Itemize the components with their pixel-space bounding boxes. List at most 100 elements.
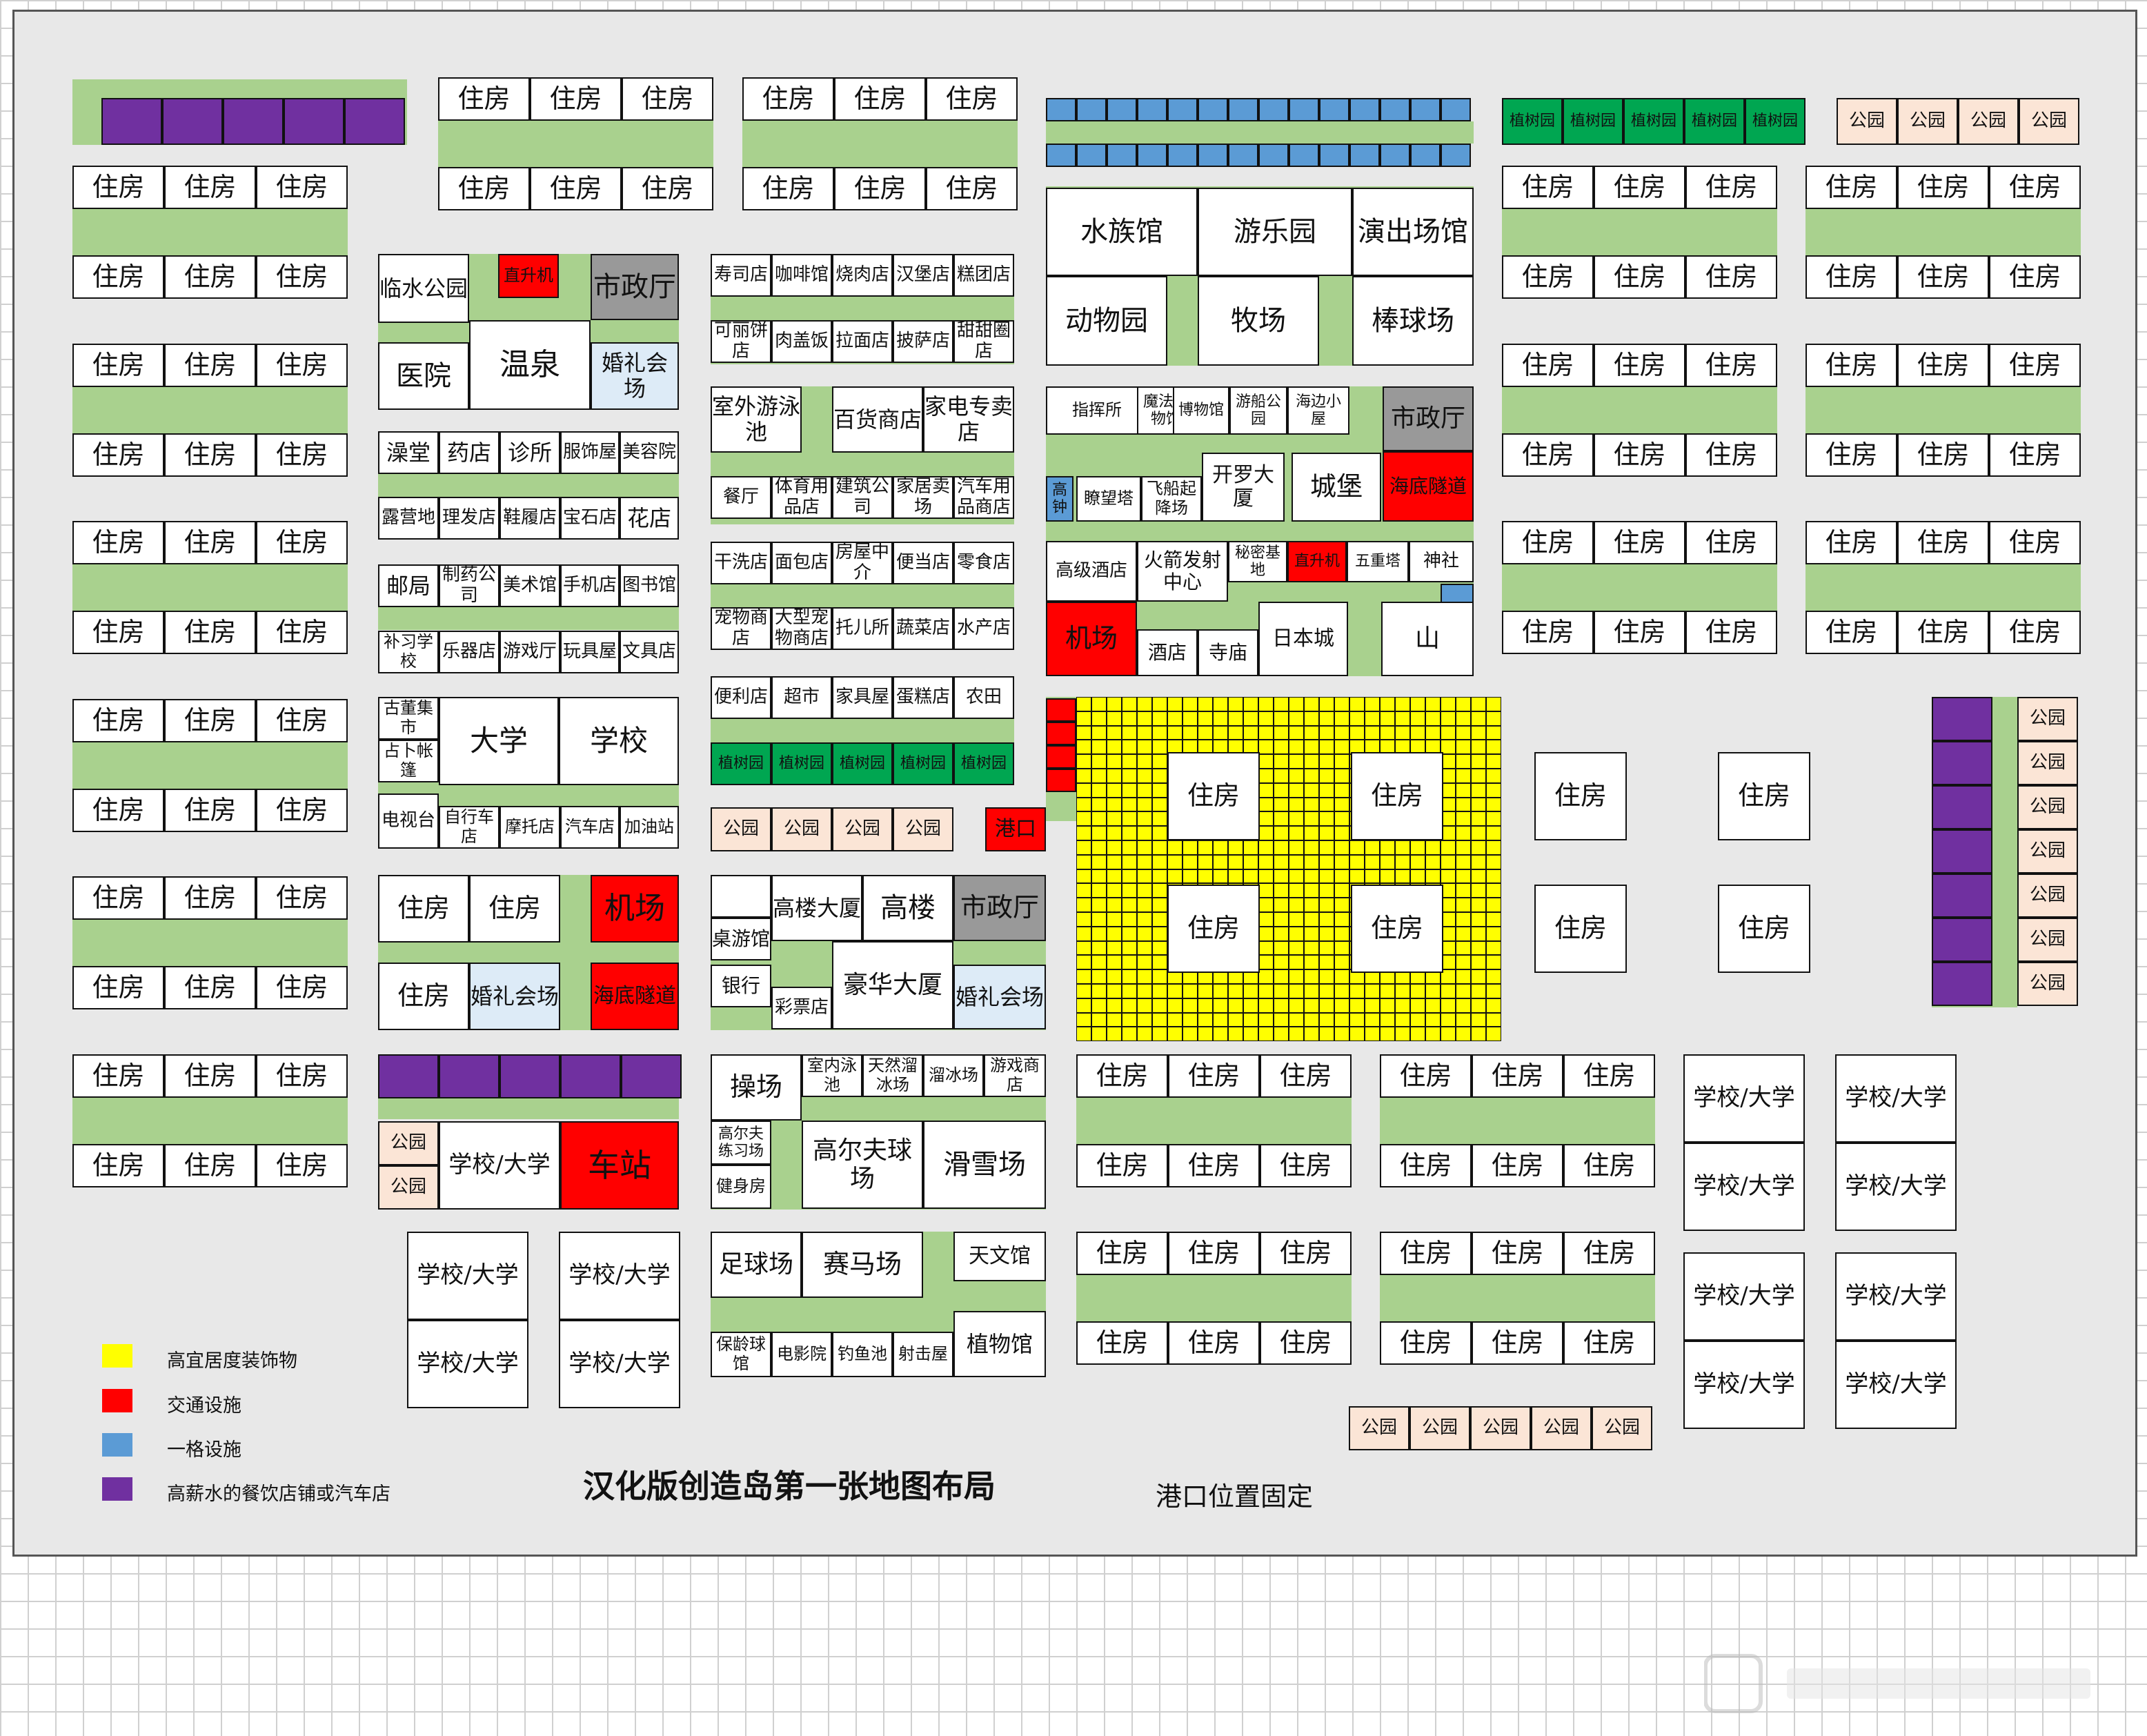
shop[interactable]: 糕团店: [953, 254, 1014, 297]
airport[interactable]: 机场: [591, 875, 679, 943]
department-store[interactable]: 百货商店: [832, 386, 923, 453]
single-facility[interactable]: [1076, 98, 1107, 121]
house[interactable]: 住房: [834, 77, 926, 121]
house[interactable]: 住房: [256, 344, 348, 387]
park[interactable]: 公园: [1470, 1406, 1531, 1450]
shop[interactable]: 拉面店: [832, 320, 893, 363]
house[interactable]: 住房: [72, 1144, 164, 1187]
castle[interactable]: 城堡: [1292, 453, 1381, 522]
house[interactable]: 住房: [1989, 433, 2081, 477]
house[interactable]: 住房: [1989, 166, 2081, 209]
school-university[interactable]: 学校/大学: [1835, 1341, 1957, 1429]
restaurant-lot[interactable]: [1932, 741, 1992, 785]
tree-garden[interactable]: 植树园: [832, 742, 893, 785]
ranch[interactable]: 牧场: [1198, 276, 1319, 366]
house[interactable]: 住房: [1472, 1232, 1563, 1275]
park[interactable]: 公园: [378, 1165, 439, 1210]
house[interactable]: 住房: [1989, 344, 2081, 387]
single-facility[interactable]: [1380, 144, 1410, 167]
house[interactable]: 住房: [1502, 166, 1594, 209]
house[interactable]: 住房: [256, 699, 348, 742]
clock-tower[interactable]: 高钟: [1046, 476, 1074, 522]
port[interactable]: 港口: [985, 807, 1046, 851]
music-shop[interactable]: 乐器店: [439, 631, 499, 673]
gym[interactable]: 健身房: [711, 1165, 771, 1209]
house[interactable]: 住房: [1594, 344, 1685, 387]
airship-port[interactable]: 飞船起降场: [1141, 476, 1202, 522]
school-university[interactable]: 学校/大学: [1835, 1143, 1957, 1231]
heliport[interactable]: 直升机: [1287, 541, 1347, 582]
natural-rink[interactable]: 天然溜冰场: [862, 1054, 923, 1097]
tree-garden[interactable]: 植树园: [1745, 98, 1805, 145]
toy-shop[interactable]: 玩具屋: [560, 631, 620, 673]
restaurant-lot[interactable]: [1932, 829, 1992, 874]
restaurant-lot[interactable]: [223, 98, 284, 145]
cinema[interactable]: 电影院: [771, 1332, 832, 1377]
watch-tower[interactable]: 瞭望塔: [1076, 476, 1141, 522]
single-facility[interactable]: [1289, 144, 1319, 167]
shop[interactable]: 餐厅: [711, 476, 771, 519]
single-facility[interactable]: [1137, 144, 1167, 167]
game-store[interactable]: 游戏商店: [984, 1054, 1046, 1097]
house[interactable]: 住房: [438, 167, 530, 210]
house[interactable]: 住房: [1685, 255, 1777, 299]
single-facility[interactable]: [1046, 144, 1076, 167]
house[interactable]: 住房: [1897, 255, 1989, 299]
house[interactable]: 住房: [72, 789, 164, 832]
house[interactable]: 住房: [378, 875, 469, 943]
campsite[interactable]: 露营地: [378, 497, 439, 540]
school-university[interactable]: 学校/大学: [439, 1121, 560, 1210]
restaurant-lot[interactable]: [499, 1054, 560, 1098]
library[interactable]: 图书馆: [620, 564, 679, 607]
pharma-company[interactable]: 制药公司: [439, 564, 499, 607]
house[interactable]: 住房: [1076, 1321, 1168, 1365]
transport-cell[interactable]: [1046, 769, 1076, 792]
park[interactable]: 公园: [1897, 98, 1958, 145]
shop[interactable]: 水产店: [953, 607, 1014, 650]
house[interactable]: 住房: [256, 966, 348, 1009]
museum[interactable]: 博物馆: [1173, 386, 1229, 435]
flower-shop[interactable]: 花店: [620, 497, 679, 540]
park[interactable]: 公园: [1409, 1406, 1470, 1450]
undersea-tunnel[interactable]: 海底隧道: [1383, 451, 1474, 522]
bank[interactable]: 银行: [711, 965, 771, 1007]
house[interactable]: 住房: [1685, 166, 1777, 209]
house[interactable]: 住房: [1563, 1232, 1655, 1275]
moto-shop[interactable]: 摩托店: [499, 806, 560, 849]
shop[interactable]: 农田: [953, 676, 1014, 719]
appliance-store[interactable]: 家电专卖店: [923, 386, 1014, 453]
single-facility[interactable]: [1228, 98, 1258, 121]
single-facility[interactable]: [1441, 144, 1471, 167]
single-facility[interactable]: [1380, 98, 1410, 121]
house[interactable]: 住房: [1534, 752, 1627, 840]
school[interactable]: 学校: [559, 697, 679, 785]
shop[interactable]: 蛋糕店: [893, 676, 953, 719]
house[interactable]: 住房: [1805, 521, 1897, 564]
house[interactable]: 住房: [164, 1144, 256, 1187]
barber[interactable]: 理发店: [439, 497, 499, 540]
shoe-shop[interactable]: 鞋履店: [499, 497, 560, 540]
city-hall[interactable]: 市政厅: [953, 875, 1046, 941]
house[interactable]: 住房: [530, 167, 622, 210]
tree-garden[interactable]: 植树园: [1623, 98, 1684, 145]
single-facility[interactable]: [1319, 144, 1349, 167]
house[interactable]: 住房: [622, 167, 713, 210]
single-facility[interactable]: [1198, 98, 1228, 121]
house[interactable]: 住房: [469, 875, 560, 943]
house[interactable]: 住房: [1076, 1144, 1168, 1187]
single-facility[interactable]: [1137, 98, 1167, 121]
house[interactable]: 住房: [72, 699, 164, 742]
house[interactable]: 住房: [1380, 1232, 1472, 1275]
park[interactable]: 公园: [893, 807, 953, 851]
restaurant-lot[interactable]: [621, 1054, 682, 1098]
house[interactable]: 住房: [256, 1144, 348, 1187]
blank[interactable]: [711, 875, 771, 918]
mountain[interactable]: 山: [1381, 602, 1474, 676]
single-facility[interactable]: [1410, 144, 1441, 167]
restaurant-lot[interactable]: [1932, 785, 1992, 829]
house[interactable]: 住房: [438, 77, 530, 121]
house[interactable]: 住房: [72, 166, 164, 209]
house[interactable]: 住房: [72, 521, 164, 564]
house[interactable]: 住房: [256, 166, 348, 209]
house[interactable]: 住房: [1168, 1321, 1260, 1365]
